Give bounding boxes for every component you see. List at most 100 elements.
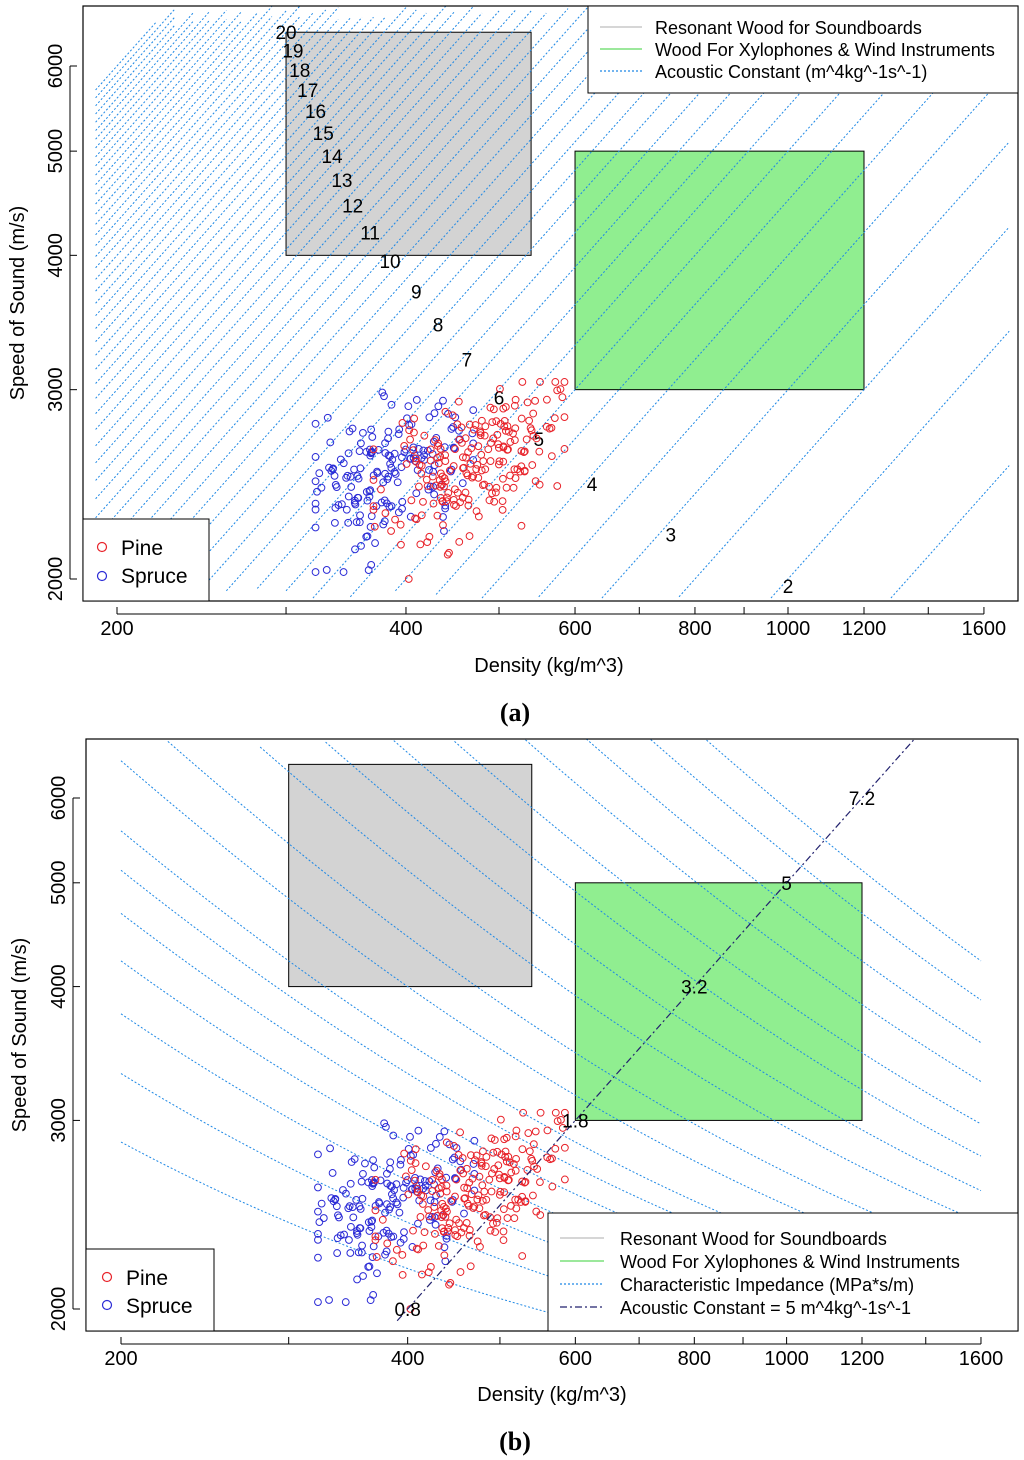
point-pine xyxy=(425,532,434,541)
point-pine xyxy=(371,1236,380,1244)
point-pine xyxy=(445,1219,454,1228)
acoustic-constant-label: 14 xyxy=(321,147,343,168)
legend-label-spruce: Spruce xyxy=(121,565,188,588)
point-pine xyxy=(473,1195,482,1204)
point-pine xyxy=(454,397,463,406)
point-spruce xyxy=(382,1247,391,1256)
plot-frame xyxy=(82,5,1019,602)
acoustic-constant-line xyxy=(95,19,211,149)
point-pine xyxy=(472,507,481,516)
point-pine xyxy=(511,1166,520,1175)
point-spruce xyxy=(369,1291,378,1299)
acoustic-constant-line xyxy=(770,330,1010,599)
point-pine xyxy=(426,445,435,454)
region-soundboard xyxy=(288,763,533,988)
x-tick-label: 800 xyxy=(678,618,711,640)
point-pine xyxy=(428,1187,437,1195)
acoustic-constant-line xyxy=(95,21,194,131)
point-spruce xyxy=(398,497,407,506)
point-spruce xyxy=(384,434,392,443)
point-spruce xyxy=(381,449,390,457)
point-spruce xyxy=(369,1242,378,1251)
point-pine xyxy=(430,1203,439,1211)
axes: 200 400 600 800 1000 1200 1600 2000 3000 4000 5000… xyxy=(48,776,1003,1370)
point-pine xyxy=(453,488,462,497)
point-spruce xyxy=(426,1144,435,1152)
point-pine xyxy=(416,1213,425,1221)
acoustic-constant-line xyxy=(95,12,483,447)
point-spruce xyxy=(455,435,464,444)
point-pine xyxy=(518,1145,527,1154)
acoustic-constant-line xyxy=(890,465,1010,599)
acoustic-constant-line xyxy=(95,6,590,559)
point-spruce xyxy=(380,1119,389,1128)
y-tick-label: 4000 xyxy=(48,964,70,1009)
point-pine xyxy=(440,474,449,483)
point-pine xyxy=(405,426,414,435)
point-pine xyxy=(400,441,409,450)
point-pine xyxy=(460,1183,469,1192)
legend-species: Pine Spruce xyxy=(85,1248,215,1332)
point-spruce xyxy=(378,388,387,397)
point-spruce xyxy=(441,1257,450,1266)
point-spruce xyxy=(432,1191,440,1200)
point-spruce xyxy=(325,463,333,472)
point-spruce xyxy=(414,1219,422,1228)
point-pine xyxy=(487,1134,496,1143)
point-pine xyxy=(434,1241,443,1250)
point-pine xyxy=(412,1244,421,1253)
y-tick-label: 5000 xyxy=(45,129,67,174)
point-spruce xyxy=(469,406,478,415)
point-pine xyxy=(419,1192,428,1201)
point-spruce xyxy=(440,1127,449,1136)
acoustic-constant-label: 17 xyxy=(297,81,318,102)
point-spruce xyxy=(341,1298,350,1306)
point-pine xyxy=(487,439,495,447)
point-pine xyxy=(468,473,476,482)
point-spruce xyxy=(353,1275,361,1284)
point-pine xyxy=(491,1228,500,1236)
acoustic-constant-label: 12 xyxy=(342,197,363,218)
point-pine xyxy=(412,515,421,524)
point-pine xyxy=(443,550,452,559)
point-pine xyxy=(387,527,395,535)
point-spruce xyxy=(441,504,450,513)
point-pine xyxy=(557,1115,565,1124)
point-spruce xyxy=(354,1248,363,1257)
point-pine xyxy=(478,1196,487,1205)
point-spruce xyxy=(317,483,326,492)
point-pine xyxy=(477,1161,486,1170)
point-pine xyxy=(475,1172,484,1181)
point-pine xyxy=(490,1165,499,1173)
acoustic-constant-line xyxy=(95,16,363,317)
point-pine xyxy=(545,424,554,433)
point-pine xyxy=(404,1190,413,1199)
point-pine xyxy=(520,466,529,475)
point-pine xyxy=(455,538,464,546)
point-pine xyxy=(553,482,562,490)
point-pine xyxy=(476,1242,484,1251)
x-tick-label: 200 xyxy=(104,1348,137,1370)
point-spruce xyxy=(359,1272,367,1280)
point-pine xyxy=(511,395,520,404)
point-pine xyxy=(451,1192,459,1201)
point-pine xyxy=(410,428,418,437)
point-pine xyxy=(458,493,467,502)
point-pine xyxy=(485,496,494,505)
point-spruce xyxy=(442,1234,451,1243)
point-pine xyxy=(461,434,470,443)
point-pine xyxy=(445,548,453,557)
point-pine xyxy=(479,457,488,466)
acoustic-constant-line xyxy=(95,10,500,464)
point-pine xyxy=(438,497,447,505)
point-pine xyxy=(489,1219,497,1228)
acoustic-constant-lines xyxy=(95,6,1010,599)
acoustic-constant-line xyxy=(95,17,385,342)
point-spruce xyxy=(409,443,418,452)
x-axis-title: Density (kg/m^3) xyxy=(477,1384,626,1406)
point-pine xyxy=(409,446,418,455)
point-pine xyxy=(519,448,528,457)
point-pine xyxy=(512,1204,521,1213)
acoustic-constant-line xyxy=(95,12,603,581)
point-pine xyxy=(551,1144,560,1153)
